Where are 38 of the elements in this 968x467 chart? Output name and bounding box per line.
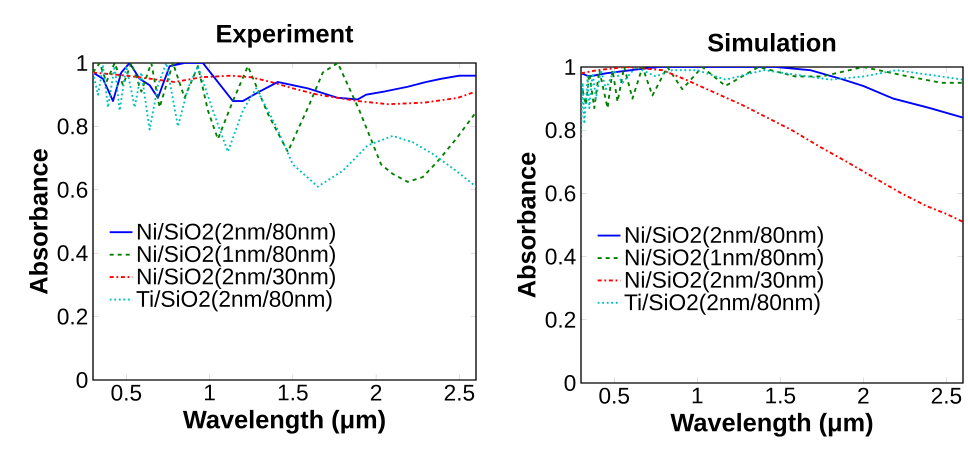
legend-label: Ni/SiO2(2nm/30nm): [626, 271, 823, 292]
y-tick-label: 0.4: [546, 248, 576, 265]
x-axis-title: Wavelength (μm): [182, 410, 385, 434]
y-tick-label: 1: [77, 55, 88, 71]
x-tick-label: 1.5: [278, 384, 308, 401]
legend-label: Ti/SiO2(2nm/80nm): [136, 290, 332, 312]
x-tick-label: 2: [858, 388, 868, 404]
y-tick-label: 0: [76, 372, 88, 388]
y-tick-label: 0: [564, 374, 576, 392]
x-tick-label: 1: [692, 388, 702, 404]
legend-label: Ni/SiO2(1nm/80nm): [626, 248, 823, 270]
y-tick-label: 0.2: [546, 312, 576, 328]
legend-label: Ti/SiO2(2nm/80nm): [624, 294, 820, 315]
line-series: [581, 66, 963, 110]
y-axis-title: Absorbance: [29, 149, 48, 294]
x-tick-label: 0.5: [111, 384, 142, 401]
y-tick-label: 0.8: [58, 118, 88, 134]
y-tick-label: 1: [565, 59, 576, 75]
line-series: [581, 66, 963, 223]
x-tick-label: 0.5: [599, 388, 630, 404]
y-tick-label: 0.8: [546, 122, 576, 138]
legend-label: Ni/SiO2(2nm/30nm): [138, 268, 335, 289]
y-tick-label: 0.6: [58, 182, 88, 198]
legend-label: Ni/SiO2(2nm/80nm): [626, 226, 823, 248]
legend-label: Ni/SiO2(2nm/80nm): [138, 223, 335, 244]
y-tick-label: 0.6: [546, 185, 576, 202]
y-tick-label: 0.4: [58, 245, 88, 262]
x-tick-label: 1: [205, 384, 215, 400]
chart-title: Simulation: [708, 33, 836, 52]
x-tick-label: 2.5: [932, 388, 962, 404]
x-tick-label: 2: [370, 384, 382, 401]
x-tick-label: 1.5: [766, 388, 796, 404]
y-tick-label: 0.2: [58, 308, 88, 325]
x-tick-label: 2.5: [444, 384, 474, 401]
legend-label: Ni/SiO2(1nm/80nm): [138, 245, 335, 267]
x-axis-title: Wavelength (μm): [670, 412, 872, 437]
chart-title: Experiment: [217, 24, 354, 48]
y-axis-title: Absorbance: [517, 152, 536, 298]
